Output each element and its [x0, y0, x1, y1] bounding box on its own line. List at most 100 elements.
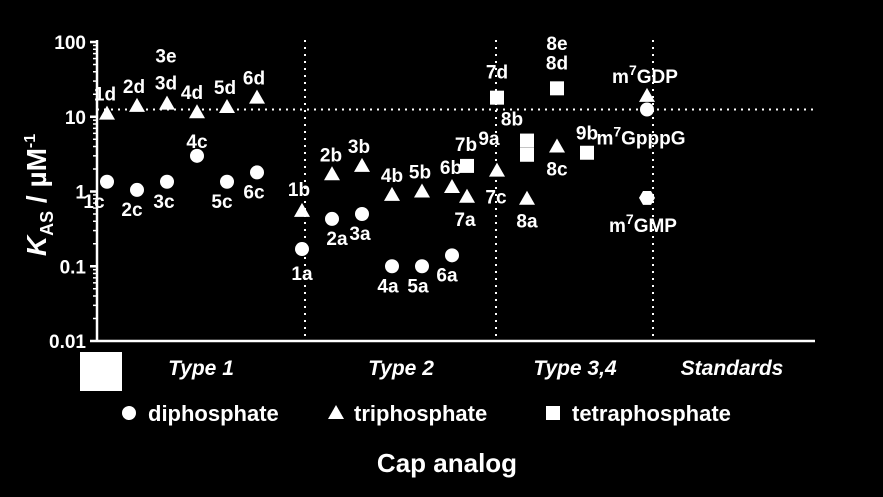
point-label-7c: 7c	[485, 188, 507, 209]
point-8c-triangle	[549, 138, 565, 153]
legend-label-tetraphosphate: tetraphosphate	[572, 401, 731, 426]
point-label-4c: 4c	[186, 132, 208, 153]
y-axis-label-base: K	[21, 234, 52, 256]
point-3d-triangle	[159, 95, 175, 110]
point-label-5b: 5b	[409, 163, 431, 184]
point-label-6a: 6a	[436, 265, 458, 286]
y-tick-label: 10	[65, 108, 86, 129]
point-3a-circle	[355, 207, 369, 222]
axes: 100 10 1 0.1 0.01	[49, 33, 815, 353]
point-label-4d: 4d	[181, 83, 203, 104]
point-label-9a: 9a	[478, 129, 500, 150]
y-tick-label: 100	[54, 33, 86, 54]
legend-square-icon	[546, 406, 560, 420]
point-label-8e: 8e	[546, 34, 567, 55]
data-points	[99, 81, 655, 274]
point-m7gmp-hexagon	[639, 191, 655, 205]
legend-triangle-icon	[328, 405, 344, 419]
point-label-9b: 9b	[576, 124, 598, 145]
point-label-1a: 1a	[291, 264, 313, 285]
point-label-m7gdp: m7GDP	[612, 62, 678, 88]
x-axis-label: Cap analog	[377, 448, 517, 478]
point-1c-circle	[100, 174, 114, 189]
point-5c-circle	[220, 174, 234, 189]
point-5d-triangle	[219, 99, 235, 114]
y-tick-label: 1	[75, 183, 86, 204]
point-4b-triangle	[384, 186, 400, 201]
point-5b-triangle	[414, 183, 430, 198]
legend: diphosphate triphosphate tetraphosphate	[122, 401, 731, 426]
point-label-2b: 2b	[320, 145, 342, 166]
point-2c-circle	[130, 182, 144, 197]
point-7c-triangle	[489, 162, 505, 177]
point-m7gdp-triangle	[639, 87, 655, 102]
y-tick-label: 0.1	[60, 257, 87, 278]
point-5a-circle	[415, 259, 429, 274]
point-1b-triangle	[294, 202, 310, 217]
point-3b-triangle	[354, 157, 370, 172]
y-axis-label-sup: -1	[22, 134, 39, 148]
point-label-5a: 5a	[407, 276, 429, 297]
group-label-standards: Standards	[681, 357, 784, 380]
point-label-2d: 2d	[123, 77, 145, 98]
point-label-1c: 1c	[83, 192, 105, 213]
point-label-3e: 3e	[155, 47, 176, 68]
y-axis-label: KAS / µM-1	[21, 134, 57, 256]
y-axis-label-mid: / µM	[21, 148, 52, 211]
point-label-1d: 1d	[94, 85, 116, 106]
point-label-2c: 2c	[121, 200, 143, 221]
point-8d-square	[550, 81, 564, 96]
legend-label-diphosphate: diphosphate	[148, 401, 279, 426]
point-3c-circle	[160, 174, 174, 189]
group-label-type-2: Type 2	[368, 357, 434, 380]
point-label-3b: 3b	[348, 137, 370, 158]
group-labels: Type 1 Type 2 Type 3,4 Standards	[168, 357, 783, 380]
point-1a-circle	[295, 242, 309, 257]
point-8a-triangle	[519, 190, 535, 205]
point-label-2a: 2a	[326, 229, 348, 250]
point-label-6b: 6b	[440, 158, 462, 179]
y-axis-label-sub: AS	[37, 211, 57, 236]
point-9b-square	[580, 145, 594, 160]
legend-circle-icon	[122, 406, 136, 420]
point-2d-triangle	[129, 97, 145, 112]
point-6a-circle	[445, 248, 459, 263]
point-label-3c: 3c	[153, 192, 175, 213]
point-label-8d: 8d	[546, 53, 568, 74]
y-tick-label: 0.01	[49, 332, 86, 353]
point-7d-square	[490, 90, 504, 105]
point-label-7b: 7b	[455, 135, 477, 156]
group-label-type-3-4: Type 3,4	[533, 357, 617, 380]
point-label-5d: 5d	[214, 78, 236, 99]
point-label-8a: 8a	[516, 212, 538, 233]
white-swatch	[80, 352, 122, 391]
point-8b-square	[520, 133, 534, 148]
point-6d-triangle	[249, 89, 265, 104]
point-9a-square	[520, 147, 534, 162]
point-labels: 1c 1d 2c 2d 3c 3d 3e 4c 4d 5c 5d 6c 6d 1a 1b 2a 2b 3a 3b 4a…	[83, 34, 685, 297]
point-7a-triangle	[459, 188, 475, 203]
point-4a-circle	[385, 259, 399, 274]
point-label-4a: 4a	[377, 276, 399, 297]
point-label-7a: 7a	[454, 210, 476, 231]
legend-label-triphosphate: triphosphate	[354, 401, 487, 426]
point-2a-circle	[325, 211, 339, 226]
group-label-type-1: Type 1	[168, 357, 234, 380]
point-label-3d: 3d	[155, 74, 177, 95]
point-label-5c: 5c	[211, 192, 233, 213]
point-label-4b: 4b	[381, 166, 403, 187]
point-7b-square	[460, 158, 474, 173]
point-m7gpppg-circle	[640, 102, 654, 117]
point-label-8b: 8b	[501, 110, 523, 131]
point-label-m7gpppg: m7GpppG	[596, 124, 685, 150]
point-4d-triangle	[189, 104, 205, 119]
point-6c-circle	[250, 165, 264, 180]
point-label-1b: 1b	[288, 180, 310, 201]
point-label-6c: 6c	[243, 182, 265, 203]
point-label-8c: 8c	[546, 159, 568, 180]
point-label-6d: 6d	[243, 69, 265, 90]
point-4c-circle	[190, 148, 204, 163]
point-6b-triangle	[444, 178, 460, 193]
reference-lines	[97, 40, 815, 341]
point-label-m7gmp: m7GMP	[609, 211, 677, 237]
